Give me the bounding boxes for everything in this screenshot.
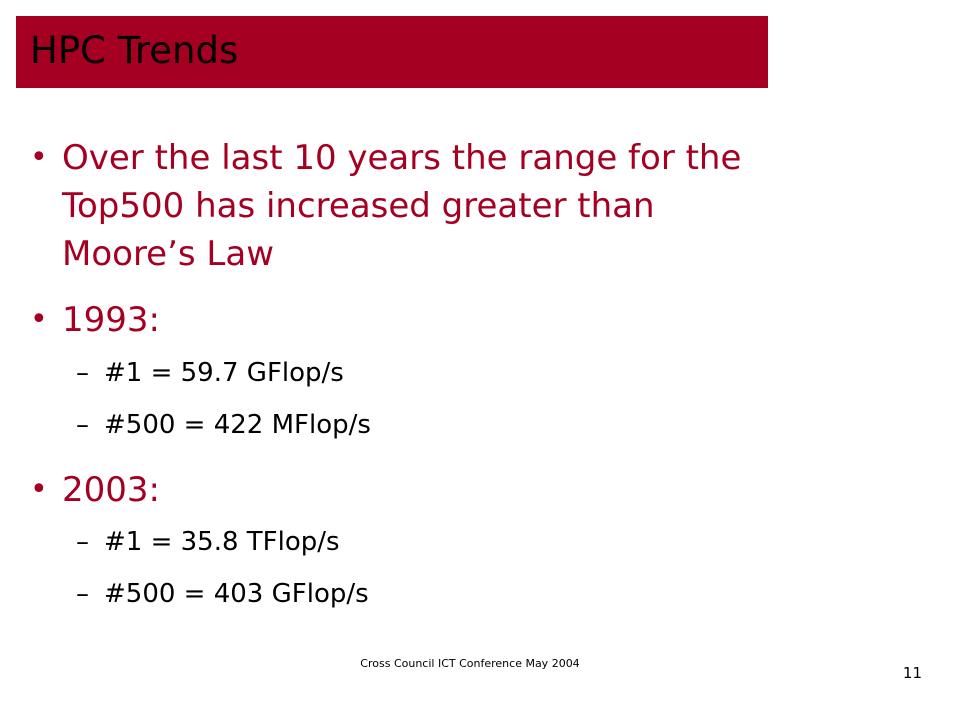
dash: – <box>76 579 89 609</box>
sub-item: – #500 = 403 GFlop/s <box>76 574 369 614</box>
bullet-text: 1993: <box>62 300 160 340</box>
page-number: 11 <box>902 664 922 682</box>
bullet-line: Over the last 10 years the range for the <box>62 138 742 178</box>
bullet-dot: • <box>30 302 48 337</box>
dash: – <box>76 410 89 440</box>
sub-item-text: #1 = 59.7 GFlop/s <box>104 358 344 388</box>
sub-item: – #1 = 35.8 TFlop/s <box>76 522 340 562</box>
bullet-line: Moore’s Law <box>62 234 275 274</box>
sub-item-text: #1 = 35.8 TFlop/s <box>104 527 340 557</box>
dash: – <box>76 358 89 388</box>
sub-item: – #500 = 422 MFlop/s <box>76 405 371 445</box>
dash: – <box>76 527 89 557</box>
sub-item: – #1 = 59.7 GFlop/s <box>76 353 344 393</box>
bullet-text: 2003: <box>62 470 160 510</box>
bullet-dot: • <box>30 472 48 507</box>
bullet-dot: • <box>30 140 48 175</box>
slide-title: HPC Trends <box>30 29 239 72</box>
sub-item-text: #500 = 422 MFlop/s <box>104 410 371 440</box>
title-bar: HPC Trends <box>16 16 768 88</box>
slide-footer: Cross Council ICT Conference May 2004 <box>360 657 580 670</box>
bullet-line: Top500 has increased greater than <box>62 186 655 226</box>
sub-item-text: #500 = 403 GFlop/s <box>104 579 369 609</box>
